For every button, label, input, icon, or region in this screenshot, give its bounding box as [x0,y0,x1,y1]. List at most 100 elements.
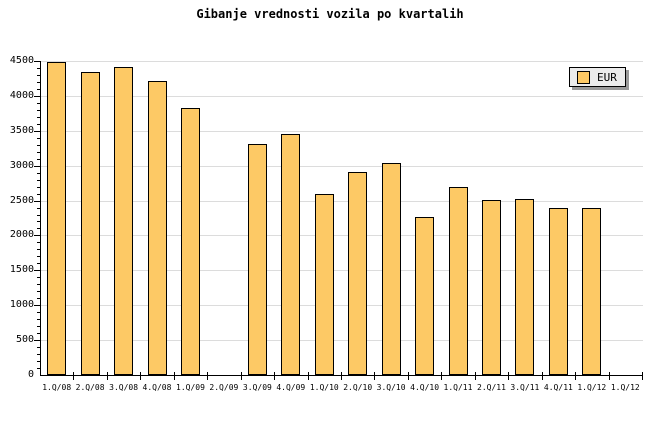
gridline-1500 [41,270,643,271]
y-minor-tick [37,159,40,160]
x-tick-label-3.Q/08-2: 3.Q/08 [109,383,139,392]
y-minor-tick [37,110,40,111]
y-minor-tick [37,347,40,348]
y-minor-tick [37,354,40,355]
y-minor-tick [37,284,40,285]
x-tick [207,372,208,380]
y-major-tick [34,305,40,306]
gridline-2000 [41,235,643,236]
y-minor-tick [37,361,40,362]
bar-2.Q/08 [80,72,100,375]
bar-4.Q/11 [548,208,568,375]
x-tick [441,372,442,380]
y-minor-tick [37,68,40,69]
x-tick-label-1.Q/11-12: 1.Q/11 [443,383,473,392]
y-minor-tick [37,194,40,195]
bar-1.Q/12 [582,208,602,375]
x-tick-label-2.Q/11-13: 2.Q/11 [477,383,506,392]
bar-4.Q/10 [415,217,435,375]
plot-area [40,61,643,376]
x-tick [241,372,242,380]
y-tick-label-1000: 1000 [9,299,34,310]
y-major-tick [34,201,40,202]
y-tick-label-0: 0 [27,369,34,380]
x-tick [374,372,375,380]
x-tick-label-2.Q/10-9: 2.Q/10 [343,383,373,392]
x-tick [575,372,576,380]
y-minor-tick [37,291,40,292]
y-minor-tick [37,138,40,139]
x-tick [73,372,74,380]
bar-3.Q/11 [515,199,535,375]
gridline-2500 [41,201,643,202]
y-tick-label-2000: 2000 [9,229,34,240]
y-minor-tick [37,152,40,153]
bar-4.Q/08 [147,80,167,375]
x-tick [542,372,543,380]
y-minor-tick [37,173,40,174]
y-minor-tick [37,221,40,222]
y-tick-label-3500: 3500 [9,125,34,136]
y-minor-tick [37,82,40,83]
y-minor-tick [37,319,40,320]
y-major-tick [34,235,40,236]
legend: EUR [569,67,626,87]
y-tick-label-2500: 2500 [9,195,34,206]
x-tick-label-4.Q/08-3: 4.Q/08 [142,383,172,392]
y-minor-tick [37,103,40,104]
bar-1.Q/08 [47,61,67,375]
x-tick-label-2.Q/09-5: 2.Q/09 [209,383,239,392]
y-minor-tick [37,256,40,257]
y-minor-tick [37,180,40,181]
x-tick [408,372,409,380]
y-minor-tick [37,187,40,188]
chart-title: Gibanje vrednosti vozila po kvartalih [196,7,464,21]
x-tick-label-1.Q/08-0: 1.Q/08 [42,383,72,392]
y-minor-tick [37,89,40,90]
x-tick-label-4.Q/09-7: 4.Q/09 [276,383,306,392]
y-tick-label-4500: 4500 [9,55,34,66]
y-minor-tick [37,263,40,264]
x-tick [475,372,476,380]
y-minor-tick [37,312,40,313]
x-tick-label-3.Q/10-10: 3.Q/10 [376,383,406,392]
y-minor-tick [37,242,40,243]
x-tick [508,372,509,380]
x-tick-label-1.Q/12-16: 1.Q/12 [577,383,607,392]
y-minor-tick [37,228,40,229]
x-tick-label-4.Q/10-11: 4.Q/10 [410,383,440,392]
x-tick [609,372,610,380]
x-tick [274,372,275,380]
x-tick-label-4.Q/11-15: 4.Q/11 [543,383,573,392]
bar-3.Q/09 [247,144,267,375]
y-tick-label-4000: 4000 [9,90,34,101]
x-tick [308,372,309,380]
gridline-500 [41,340,643,341]
x-tick-label-3.Q/09-6: 3.Q/09 [242,383,272,392]
y-minor-tick [37,249,40,250]
y-minor-tick [37,333,40,334]
y-tick-label-1500: 1500 [9,264,34,275]
legend-swatch-eur [577,70,590,84]
bar-4.Q/09 [281,134,301,375]
bar-1.Q/10 [314,194,334,375]
x-tick-label-2.Q/08-1: 2.Q/08 [75,383,105,392]
y-minor-tick [37,75,40,76]
gridline-1000 [41,305,643,306]
gridline-4000 [41,96,643,97]
y-minor-tick [37,145,40,146]
y-minor-tick [37,298,40,299]
y-minor-tick [37,368,40,369]
y-major-tick [34,61,40,62]
bar-1.Q/09 [181,108,200,375]
x-tick [642,372,643,380]
legend-label: EUR [597,70,617,84]
gridline-4500 [41,61,643,62]
y-major-tick [34,340,40,341]
x-tick-label-1.Q/12-17: 1.Q/12 [610,383,640,392]
x-tick-label-1.Q/09-4: 1.Q/09 [176,383,205,392]
y-minor-tick [37,277,40,278]
bar-1.Q/11 [448,186,468,375]
y-major-tick [34,131,40,132]
